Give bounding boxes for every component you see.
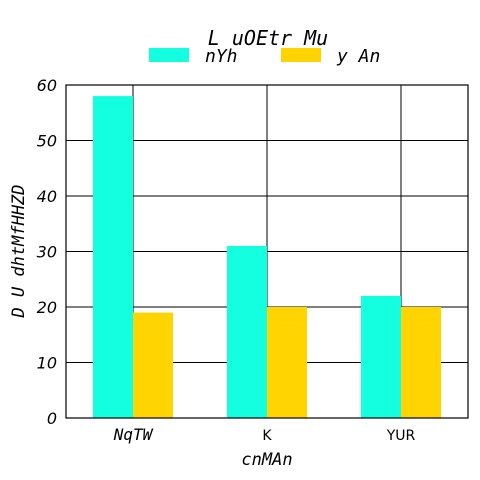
- y-tick-label: 50: [37, 132, 57, 151]
- bar-2-YUR: [401, 307, 441, 418]
- y-axis-label: D U dhtMfHHZD: [9, 184, 29, 318]
- bar-2-K: [267, 307, 307, 418]
- y-tick-labels: 0 10 20 30 40 50 60: [37, 76, 57, 428]
- y-tick-label: 30: [37, 243, 57, 262]
- bar-1-K: [227, 245, 267, 418]
- bar-2-NqTW: [133, 312, 173, 418]
- bar-1-YUR: [361, 295, 401, 418]
- chart-title: L uOEtr Mu: [208, 26, 328, 50]
- x-tick-label: K: [262, 428, 272, 444]
- legend-swatch-series-1: [149, 48, 189, 62]
- legend-label-series-1: nYh: [205, 46, 238, 67]
- legend-swatch-series-2: [281, 48, 321, 62]
- x-tick-label: NqTW: [113, 425, 154, 444]
- x-tick-labels: NqTW K YUR: [113, 425, 416, 444]
- x-axis-label: cnMAn: [241, 450, 292, 470]
- x-tick-label: YUR: [386, 428, 416, 444]
- y-tick-label: 60: [37, 76, 57, 95]
- bar-1-NqTW: [93, 96, 133, 418]
- legend: nYh y An: [149, 46, 380, 67]
- y-tick-label: 0: [47, 409, 57, 428]
- bars: [93, 96, 441, 418]
- y-tick-label: 10: [37, 354, 57, 373]
- plot-frame: [65, 84, 469, 419]
- y-tick-label: 40: [37, 187, 57, 206]
- legend-label-series-2: y An: [336, 46, 380, 67]
- y-tick-label: 20: [37, 298, 57, 317]
